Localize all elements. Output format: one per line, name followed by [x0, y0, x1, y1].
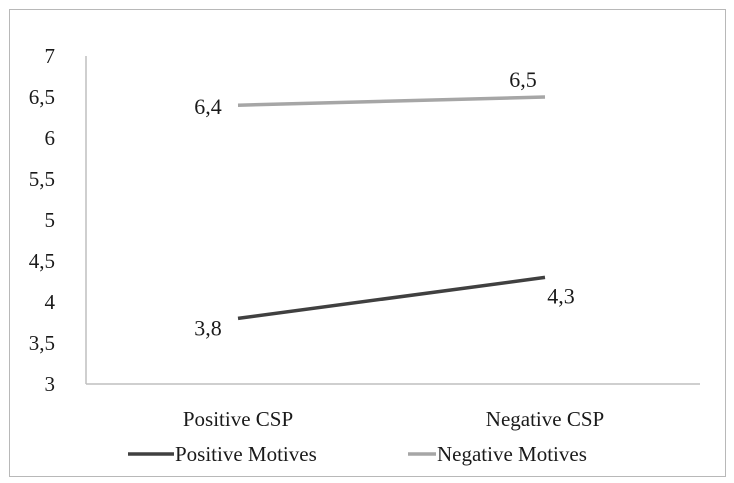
y-tick-label: 6 — [45, 126, 56, 150]
x-tick-labels: Positive CSP Negative CSP — [183, 407, 604, 431]
y-tick-label: 7 — [45, 44, 56, 68]
data-label: 6,4 — [194, 94, 222, 119]
y-tick-label: 4 — [45, 290, 56, 314]
legend-label: Negative Motives — [437, 442, 587, 466]
chart-frame — [9, 9, 726, 477]
series-lines — [237, 95, 546, 321]
data-label: 4,3 — [547, 283, 575, 308]
x-tick-label: Positive CSP — [183, 407, 293, 431]
y-tick-label: 5 — [45, 208, 56, 232]
series-line-negative-motives — [237, 95, 546, 107]
data-label: 3,8 — [194, 315, 222, 340]
y-tick-labels: 3 3,5 4 4,5 5 5,5 6 6,5 7 — [29, 44, 56, 396]
data-label: 6,5 — [509, 67, 537, 92]
axes — [85, 56, 700, 385]
y-tick-label: 6,5 — [29, 85, 55, 109]
series-line-positive-motives — [237, 275, 546, 321]
y-tick-label: 3,5 — [29, 331, 55, 355]
legend: Positive Motives Negative Motives — [128, 442, 587, 466]
y-tick-label: 5,5 — [29, 167, 55, 191]
y-tick-label: 3 — [45, 372, 56, 396]
legend-label: Positive Motives — [175, 442, 317, 466]
y-tick-label: 4,5 — [29, 249, 55, 273]
data-labels: 3,8 4,3 6,4 6,5 — [194, 67, 575, 340]
x-tick-label: Negative CSP — [486, 407, 604, 431]
